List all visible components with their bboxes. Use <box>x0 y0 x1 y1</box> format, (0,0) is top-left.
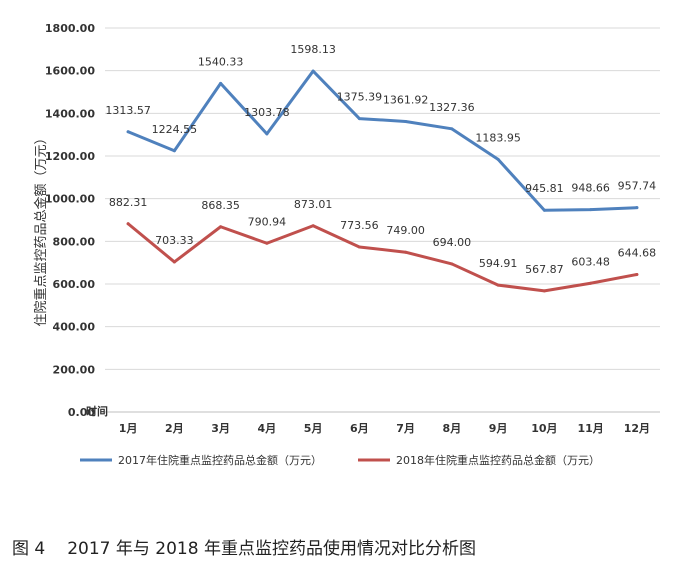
x-tick-label: 5月 <box>304 422 323 435</box>
data-point <box>357 245 361 249</box>
y-tick-label: 400.00 <box>53 321 96 334</box>
data-label: 882.31 <box>109 196 148 209</box>
y-axis-label: 住院重点监控药品总金额（万元） <box>33 131 49 326</box>
data-label: 1183.95 <box>475 131 521 144</box>
data-label: 948.66 <box>571 182 610 195</box>
data-point <box>126 222 130 226</box>
data-point <box>219 81 223 85</box>
data-label: 749.00 <box>386 224 425 237</box>
x-tick-label: 4月 <box>258 422 277 435</box>
y-tick-label: 0.00 <box>68 406 95 419</box>
data-label: 1598.13 <box>290 43 336 56</box>
gridlines <box>105 27 660 413</box>
data-point <box>404 250 408 254</box>
data-label: 945.81 <box>525 182 564 195</box>
data-point <box>172 260 176 264</box>
x-tick-label: 6月 <box>350 422 369 435</box>
x-tick-label: 2月 <box>165 422 184 435</box>
data-label: 1313.57 <box>105 104 151 117</box>
x-tick-label: 8月 <box>443 422 462 435</box>
data-point <box>357 117 361 121</box>
figure-title: 2017 年与 2018 年重点监控药品使用情况对比分析图 <box>67 539 476 559</box>
line-chart: 0.00 200.00 400.00 600.00 800.00 1000.00 1200.… <box>33 22 660 467</box>
y-tick-label: 600.00 <box>53 278 96 291</box>
data-label: 1224.55 <box>152 123 198 136</box>
y-tick-label: 800.00 <box>53 235 96 248</box>
data-label: 703.33 <box>155 234 194 247</box>
data-point <box>450 127 454 131</box>
figure-caption: 图 4 2017 年与 2018 年重点监控药品使用情况对比分析图 <box>12 534 476 559</box>
x-tick-label: 12月 <box>624 422 650 435</box>
x-tick-label: 10月 <box>531 422 557 435</box>
data-label: 1327.36 <box>429 101 475 114</box>
x-tick-label: 7月 <box>396 422 415 435</box>
y-tick-label: 1200.00 <box>45 150 95 163</box>
data-point <box>496 283 500 287</box>
data-point <box>126 130 130 134</box>
legend-entry: 2018年住院重点监控药品总金额（万元） <box>396 453 600 467</box>
data-point <box>265 241 269 245</box>
y-tick-label: 1600.00 <box>45 65 95 78</box>
series-lines <box>126 69 639 293</box>
data-label: 1361.92 <box>383 93 429 106</box>
data-point <box>311 69 315 73</box>
data-point <box>635 206 639 210</box>
data-label: 603.48 <box>571 255 610 268</box>
data-point <box>589 281 593 285</box>
data-point <box>589 208 593 212</box>
data-label: 567.87 <box>525 263 564 276</box>
data-label: 694.00 <box>433 236 472 249</box>
data-point <box>450 262 454 266</box>
series-line <box>126 69 639 212</box>
legend: 2017年住院重点监控药品总金额（万元） 2018年住院重点监控药品总金额（万元） <box>80 453 600 467</box>
data-label: 868.35 <box>201 199 240 212</box>
y-tick-label: 200.00 <box>53 363 96 376</box>
figure-number: 图 4 <box>12 539 46 559</box>
data-label: 594.91 <box>479 257 518 270</box>
data-point <box>219 225 223 229</box>
data-label: 644.68 <box>618 246 657 259</box>
data-point <box>404 119 408 123</box>
x-tick-label: 11月 <box>577 422 603 435</box>
data-label: 1540.33 <box>198 55 244 68</box>
y-tick-label: 1800.00 <box>45 22 95 35</box>
data-label: 790.94 <box>248 215 287 228</box>
data-point <box>496 157 500 161</box>
x-tick-label: 3月 <box>211 422 230 435</box>
x-tick-label: 1月 <box>119 422 138 435</box>
data-label: 773.56 <box>340 219 379 232</box>
x-axis-ticks: 1月 2月 3月 4月 5月 6月 7月 8月 9月 10月 11月 12月 <box>119 422 650 435</box>
data-point <box>542 208 546 212</box>
data-label: 1303.78 <box>244 106 290 119</box>
legend-entry: 2017年住院重点监控药品总金额（万元） <box>118 453 322 467</box>
data-label: 873.01 <box>294 198 333 211</box>
data-point <box>311 224 315 228</box>
data-point <box>172 149 176 153</box>
data-label: 1375.39 <box>337 91 383 104</box>
y-tick-label: 1000.00 <box>45 193 95 206</box>
x-tick-label: 9月 <box>489 422 508 435</box>
data-point <box>635 272 639 276</box>
series-line <box>126 222 639 293</box>
y-axis-ticks: 0.00 200.00 400.00 600.00 800.00 1000.00 1200.… <box>45 22 95 419</box>
data-point <box>265 132 269 136</box>
data-label: 957.74 <box>618 180 657 193</box>
x-axis-label: 时间 <box>86 404 108 418</box>
data-point <box>542 289 546 293</box>
y-tick-label: 1400.00 <box>45 107 95 120</box>
